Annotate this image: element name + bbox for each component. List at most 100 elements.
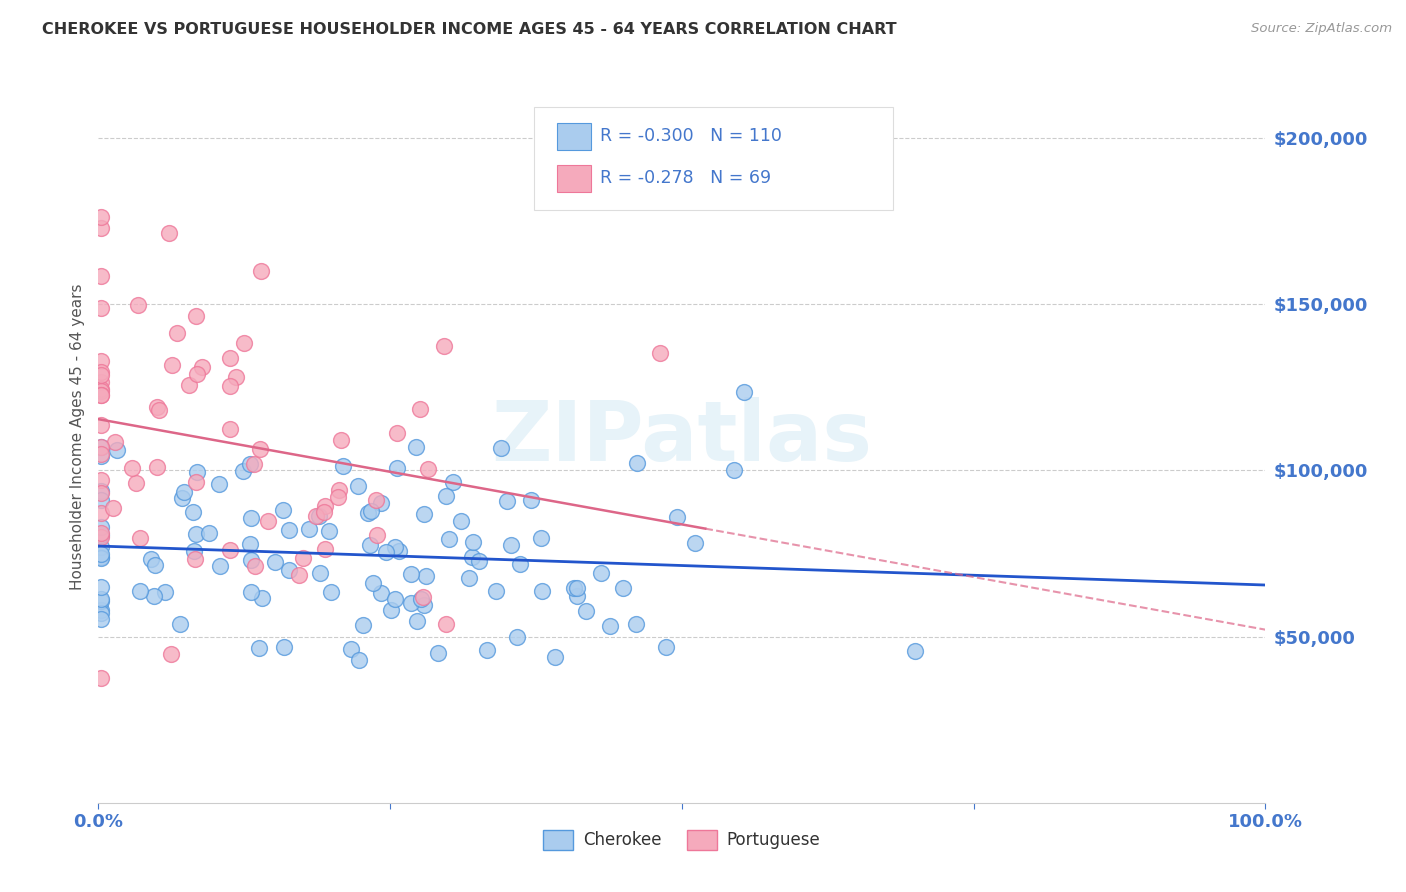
Point [366,493,388,508]
Point [457,571,479,585]
Point [384,591,406,606]
Point [121,461,143,475]
Point [183,544,205,558]
Point [370,496,392,510]
Point [574,603,596,617]
Point [544,649,567,664]
Point [401,596,423,610]
Text: ZIPatlas: ZIPatlas [492,397,872,477]
Point [733,385,755,400]
Point [90,549,112,564]
Text: R = -0.278   N = 69: R = -0.278 N = 69 [600,169,772,187]
Point [599,619,621,633]
Point [186,367,208,381]
Point [361,576,384,591]
Point [243,457,266,471]
Point [314,541,336,556]
Point [499,538,522,552]
Point [160,648,183,662]
Point [291,550,314,565]
Point [305,509,328,524]
Point [219,543,242,558]
Point [256,515,278,529]
Point [166,326,188,340]
Point [198,526,221,541]
Point [433,339,456,353]
Point [232,464,254,478]
Point [589,566,612,580]
Point [160,358,183,372]
Point [385,461,408,475]
Point [328,483,350,498]
Point [128,584,150,599]
Point [562,581,585,595]
Point [408,401,430,416]
Point [143,558,166,572]
Point [90,606,112,620]
Point [169,617,191,632]
Point [90,547,112,561]
Point [104,435,127,450]
Point [90,440,112,454]
Point [352,618,374,632]
Point [90,506,112,520]
Point [485,583,508,598]
Point [250,591,273,606]
Point [90,525,112,540]
Point [277,523,299,537]
Point [90,485,112,500]
Point [427,646,450,660]
Point [90,493,112,508]
Point [90,671,112,685]
Point [375,545,398,559]
Point [90,365,112,379]
Point [90,450,112,464]
Point [209,559,232,574]
Point [273,640,295,655]
Point [314,505,336,519]
Point [90,382,112,396]
Point [90,519,112,533]
Point [90,210,112,224]
Point [240,510,263,524]
Point [249,442,271,456]
Point [225,370,247,384]
Point [565,589,588,603]
Point [157,227,180,241]
Point [153,584,176,599]
Point [247,640,270,655]
Point [399,566,422,581]
Point [277,563,299,577]
Point [239,457,262,471]
Point [531,584,554,599]
Point [90,580,112,594]
Point [183,552,205,566]
Point [90,541,112,555]
Point [181,505,204,519]
Point [90,418,112,433]
Point [219,351,242,366]
Point [332,459,354,474]
Point [321,585,343,599]
Point [495,494,517,508]
Point [468,554,491,568]
Point [298,522,321,536]
Point [90,268,112,283]
Point [506,630,529,644]
Point [612,581,634,595]
Point [232,336,254,351]
Point [271,503,294,517]
Point [655,640,678,654]
Point [90,301,112,315]
Point [90,593,112,607]
Point [314,500,336,514]
Point [418,462,440,476]
Point [666,509,689,524]
Point [218,379,240,393]
Point [90,530,112,544]
Point [90,368,112,382]
Point [127,298,149,312]
Point [146,460,169,475]
Point [318,524,340,539]
Point [412,598,434,612]
